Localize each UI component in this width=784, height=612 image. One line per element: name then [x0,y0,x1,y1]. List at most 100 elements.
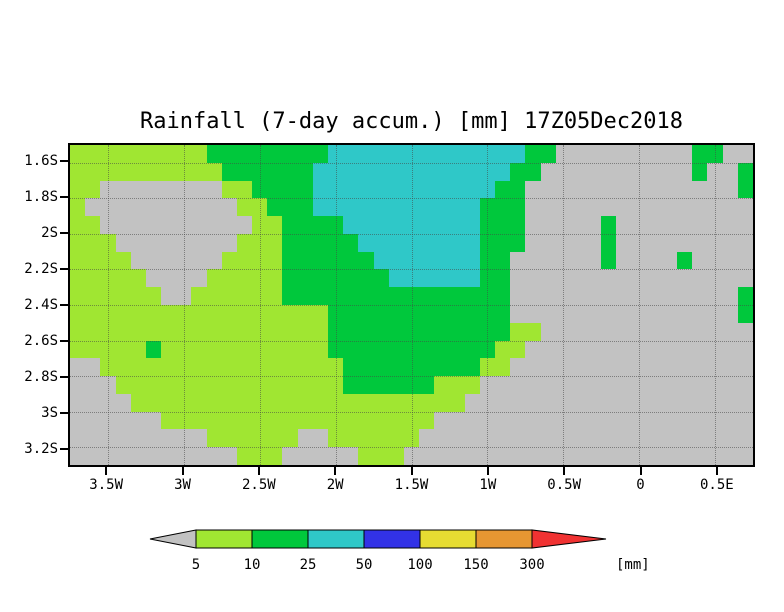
grid-cell [616,340,632,359]
y-tick-label: 2.8S [24,369,58,385]
grid-cell [267,393,283,412]
grid-cell [267,340,283,359]
grid-cell [297,269,313,288]
grid-cell [358,305,374,323]
grid-cell [540,287,556,305]
grid-cell [85,145,101,163]
grid-cell [388,393,404,412]
grid-cell [616,447,632,465]
grid-cell [282,216,298,234]
grid-cell [297,233,313,252]
grid-cell [70,340,86,359]
grid-cell [343,145,359,163]
grid-cell [464,198,480,217]
grid-cell [737,393,753,412]
grid-cell [388,198,404,217]
x-tick-mark [410,467,413,475]
grid-cell [616,180,632,199]
grid-cell [737,198,753,217]
grid-cell [85,269,101,288]
grid-cell [722,287,738,305]
grid-cell [161,429,177,448]
grid-cell [449,287,465,305]
grid-cell [100,376,116,394]
grid-cell [570,411,587,430]
grid-cell [646,269,662,288]
grid-cell [115,376,131,394]
grid-cell [631,216,647,234]
grid-cell [707,145,723,163]
grid-cell [282,393,298,412]
grid-cell [570,358,587,377]
grid-cell [510,447,526,465]
grid-cell [161,198,177,217]
y-tick-mark [60,376,68,378]
grid-cell [449,145,465,163]
grid-cell [525,145,541,163]
grid-cell [540,233,556,252]
grid-cell [282,340,298,359]
grid-cell [616,358,632,377]
grid-cell [525,251,541,270]
grid-cell [707,180,723,199]
grid-cell [722,216,738,234]
grid-cell [631,162,647,181]
grid-cell [510,376,526,394]
grid-cell [419,429,435,448]
grid-cell [373,411,389,430]
grid-cell [358,145,374,163]
grid-cell [616,251,632,270]
grid-cell [343,305,359,323]
grid-cell [646,180,662,199]
grid-cell [161,393,177,412]
grid-cell [510,287,526,305]
grid-cell [646,340,662,359]
grid-cell [586,411,602,430]
grid-cell [707,198,723,217]
grid-cell [191,376,207,394]
grid-cell [479,233,495,252]
grid-cell [403,162,420,181]
grid-cell [616,287,632,305]
grid-cell [328,358,344,377]
grid-cell [479,180,495,199]
grid-cell [176,411,192,430]
grid-cell [236,447,253,465]
grid-cell [419,162,435,181]
grid-cell [373,251,389,270]
grid-cell [115,429,131,448]
grid-cell [267,216,283,234]
grid-cell [434,269,450,288]
grid-cell [494,269,511,288]
grid-cell [419,216,435,234]
grid-cell [631,180,647,199]
grid-cell [252,393,268,412]
grid-cell [282,145,298,163]
x-tick-label: 1.5W [394,477,429,493]
grid-cell [191,322,207,341]
grid-cell [176,376,192,394]
grid-cell [646,145,662,163]
grid-cell [479,287,495,305]
grid-cell [692,251,708,270]
grid-cell [586,376,602,394]
grid-cell [161,216,177,234]
grid-cell [297,429,313,448]
grid-cell [267,269,283,288]
grid-cell [403,198,420,217]
grid-cell [403,287,420,305]
grid-cell [479,411,495,430]
grid-cell [115,269,131,288]
grid-cell [206,198,222,217]
legend-colorbar: 5 10 25 50 100 150 300 [mm] [149,529,650,573]
grid-cell [70,411,86,430]
grid-cell [722,376,738,394]
grid-cell [343,233,359,252]
grid-cell [646,198,662,217]
grid-cell [373,305,389,323]
grid-cell [358,251,374,270]
grid-cell [100,198,116,217]
grid-cell [343,447,359,465]
x-tick-label: 3W [174,477,191,493]
grid-cell [510,233,526,252]
